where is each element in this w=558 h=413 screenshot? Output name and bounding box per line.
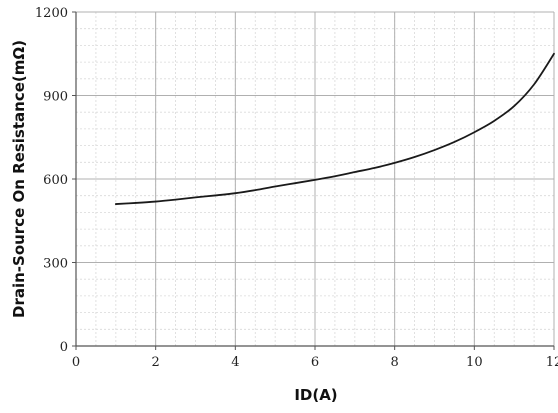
y-axis-label: Drain-Source On Resistance(mΩ): [10, 40, 28, 318]
x-tick-label: 6: [311, 355, 319, 370]
x-tick-label: 4: [231, 355, 239, 370]
x-tick-label: 0: [72, 355, 80, 370]
x-tick-label: 8: [391, 355, 399, 370]
x-axis-label: ID(A): [294, 386, 337, 404]
x-tick-label: 10: [466, 355, 483, 370]
x-tick-label: 2: [152, 355, 160, 370]
y-tick-label: 300: [43, 257, 68, 272]
y-tick-label: 600: [43, 173, 68, 188]
y-tick-label: 0: [60, 340, 68, 355]
tick-labels: 0 2 4 6 8 10 12 0 300 600 900 1200: [35, 6, 558, 370]
y-tick-label: 900: [43, 90, 68, 105]
y-tick-label: 1200: [35, 6, 68, 21]
x-tick-label: 12: [546, 355, 558, 370]
